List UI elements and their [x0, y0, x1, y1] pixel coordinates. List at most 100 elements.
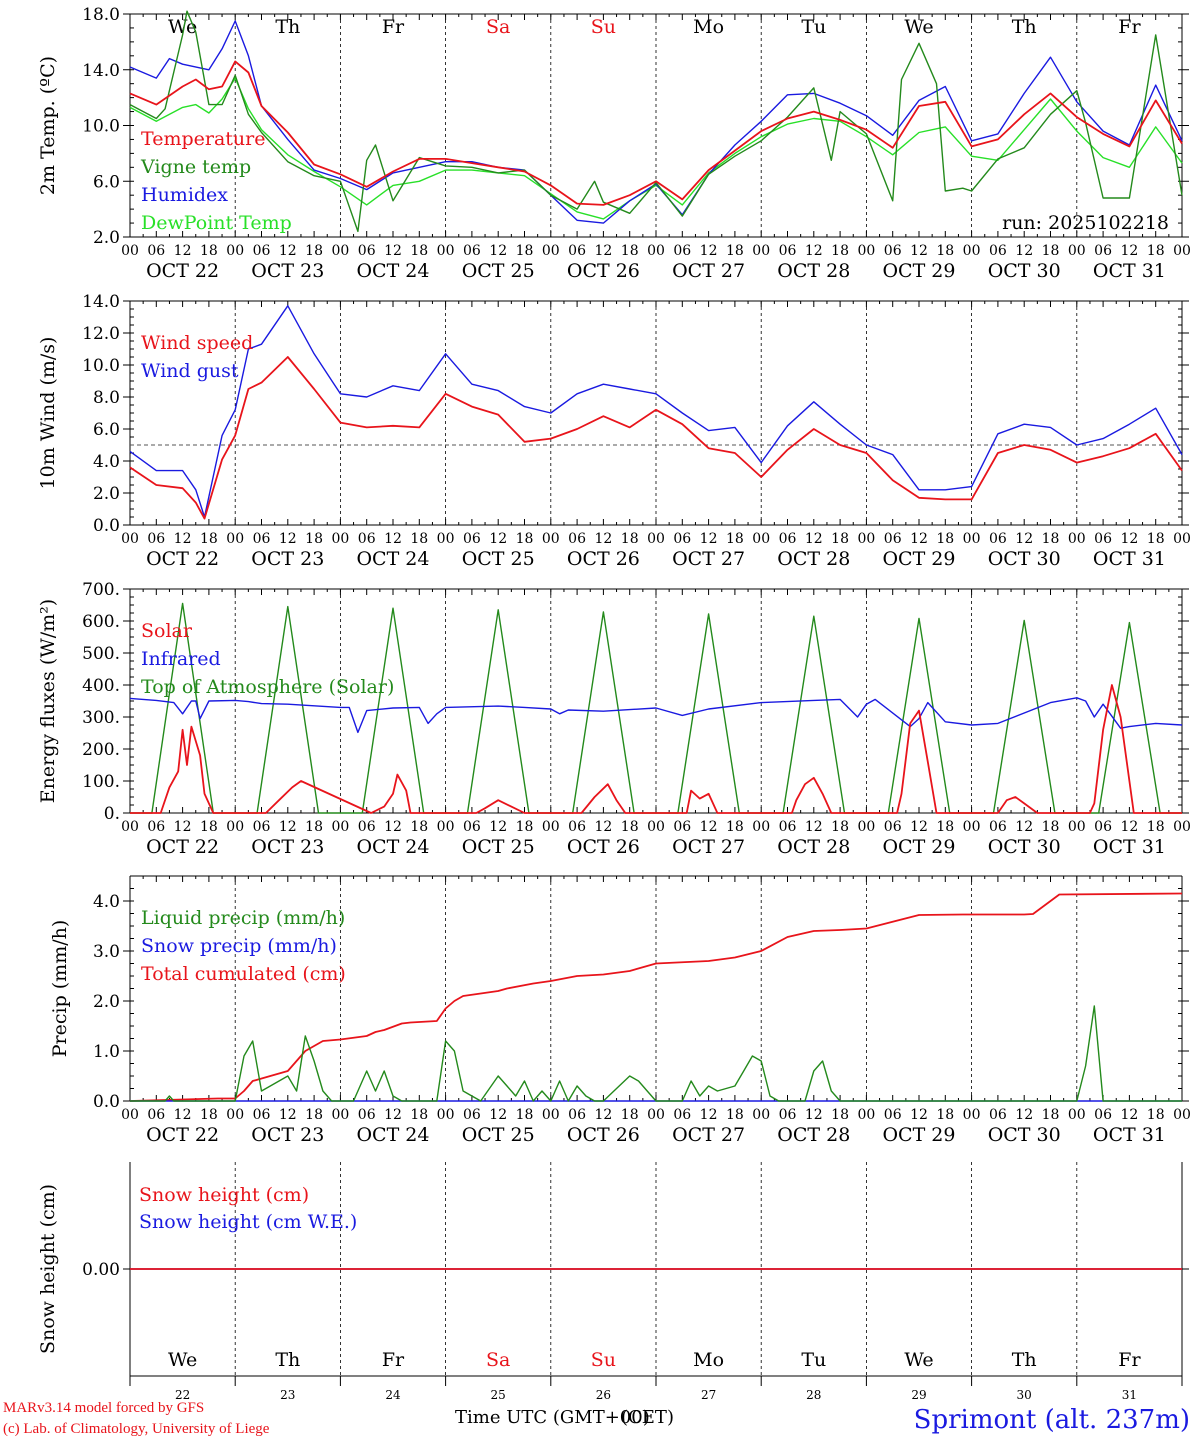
day-of-week-label: Fr	[1118, 1349, 1141, 1371]
day-of-week-label: Mo	[693, 1349, 724, 1371]
date-label: OCT 22	[146, 548, 219, 570]
hour-tick-label: 00	[1173, 819, 1191, 835]
date-label: OCT 23	[251, 1124, 324, 1146]
hour-tick-label: 18	[936, 243, 954, 259]
hour-tick-label: 00	[857, 819, 875, 835]
legend-entry: Total cumulated (cm)	[141, 963, 346, 985]
date-label: OCT 25	[462, 260, 535, 282]
hour-tick-label: 12	[910, 243, 928, 259]
hour-tick-label: 18	[200, 243, 218, 259]
hour-tick-label: 06	[463, 243, 481, 259]
hour-tick-label: 18	[936, 1107, 954, 1123]
hour-tick-label: 06	[147, 1107, 165, 1123]
hour-tick-label: 18	[1042, 531, 1060, 547]
panel-3: 00 06 12 18 00 06 12 18 00 06 12 18 00 06 12 18 00 06 12 18…	[37, 580, 1191, 858]
series-line-total-cumulated-cm-	[129, 892, 1183, 1102]
run-label: run: 2025102218	[1002, 212, 1169, 234]
hour-tick-label: 18	[305, 531, 323, 547]
hour-tick-label: 06	[673, 819, 691, 835]
date-label: OCT 26	[567, 1124, 640, 1146]
date-label: OCT 29	[882, 1124, 955, 1146]
panel-4: 00 06 12 18 00 06 12 18 00 06 12 18 00 06 12 18 00 06 12 18…	[49, 875, 1191, 1146]
date-label: OCT 23	[251, 836, 324, 858]
hour-tick-label: 00	[1173, 243, 1191, 259]
hour-tick-label: 12	[910, 819, 928, 835]
hour-tick-label: 00	[121, 819, 139, 835]
hour-tick-label: 00	[437, 1107, 455, 1123]
y-tick-label: 14.0	[82, 292, 120, 312]
day-of-week-label: Mo	[693, 16, 724, 38]
hour-tick-label: 00	[1068, 1107, 1086, 1123]
hour-tick-label: 06	[1094, 531, 1112, 547]
hour-tick-label: 00	[752, 819, 770, 835]
hour-tick-label: 12	[279, 531, 297, 547]
date-label: OCT 28	[777, 260, 850, 282]
hour-tick-label: 06	[779, 1107, 797, 1123]
hour-tick-label: 00	[963, 243, 981, 259]
hour-tick-label: 00	[963, 819, 981, 835]
y-axis-title: Energy fluxes (W/m²)	[37, 599, 59, 803]
hour-tick-label: 12	[1015, 1107, 1033, 1123]
hour-tick-label: 00	[226, 1107, 244, 1123]
hour-tick-label: 18	[305, 1107, 323, 1123]
hour-tick-label: 18	[410, 243, 428, 259]
hour-tick-label: 00	[857, 531, 875, 547]
hour-tick-label: 12	[174, 243, 192, 259]
date-label: OCT 31	[1093, 548, 1166, 570]
hour-tick-label: 12	[1015, 531, 1033, 547]
date-label: OCT 22	[146, 260, 219, 282]
y-tick-label: 1.0	[93, 1042, 120, 1062]
date-label: OCT 30	[988, 260, 1061, 282]
date-label: OCT 29	[882, 260, 955, 282]
hour-tick-label: 12	[384, 819, 402, 835]
hour-tick-label: 06	[884, 1107, 902, 1123]
hour-tick-label: 12	[910, 1107, 928, 1123]
hour-tick-label: 06	[147, 819, 165, 835]
hour-tick-label: 00	[647, 243, 665, 259]
day-number-label: 28	[806, 1388, 821, 1402]
hour-tick-label: 00	[752, 1107, 770, 1123]
day-number-label: 25	[491, 1388, 506, 1402]
legend-entry: Humidex	[141, 184, 228, 206]
date-label: OCT 25	[462, 548, 535, 570]
hour-tick-label: 00	[647, 819, 665, 835]
hour-tick-label: 18	[410, 819, 428, 835]
time-axis-label: Time UTC (GMT+00)	[455, 1407, 650, 1428]
hour-tick-label: 00	[542, 243, 560, 259]
day-of-week-label: We	[904, 1349, 933, 1371]
day-of-week-label: We	[168, 1349, 197, 1371]
day-of-week-label: Tu	[801, 1349, 826, 1371]
hour-tick-label: 18	[726, 1107, 744, 1123]
y-tick-label: 10.0	[82, 117, 120, 137]
hour-tick-label: 00	[121, 1107, 139, 1123]
day-number-label: 27	[701, 1388, 716, 1402]
hour-tick-label: 12	[489, 1107, 507, 1123]
hour-tick-label: 12	[594, 243, 612, 259]
hour-tick-label: 18	[1147, 243, 1165, 259]
hour-tick-label: 06	[884, 819, 902, 835]
hour-tick-label: 00	[1068, 819, 1086, 835]
legend-entry: Top of Atmosphere (Solar)	[141, 676, 394, 698]
day-of-week-label: Sa	[486, 1349, 510, 1371]
y-tick-label: 100.	[82, 772, 120, 792]
hour-tick-label: 12	[805, 243, 823, 259]
legend-entry: Snow precip (mm/h)	[141, 935, 337, 957]
date-label: OCT 27	[672, 548, 745, 570]
series-line-dewpoint-temp	[129, 77, 1183, 220]
hour-tick-label: 06	[779, 531, 797, 547]
hour-tick-label: 12	[1015, 243, 1033, 259]
hour-tick-label: 06	[673, 531, 691, 547]
hour-tick-label: 00	[121, 243, 139, 259]
day-of-week-label: Th	[275, 16, 300, 38]
y-axis-title: 2m Temp. (ºC)	[37, 56, 59, 195]
day-of-week-label: Fr	[382, 16, 405, 38]
date-label: OCT 30	[988, 1124, 1061, 1146]
day-of-week-label: We	[904, 16, 933, 38]
y-tick-label: 8.0	[93, 388, 120, 408]
hour-tick-label: 06	[463, 1107, 481, 1123]
hour-tick-label: 18	[621, 819, 639, 835]
hour-tick-label: 06	[568, 1107, 586, 1123]
hour-tick-label: 06	[463, 819, 481, 835]
date-label: OCT 26	[567, 260, 640, 282]
y-tick-label: 4.0	[93, 892, 120, 912]
